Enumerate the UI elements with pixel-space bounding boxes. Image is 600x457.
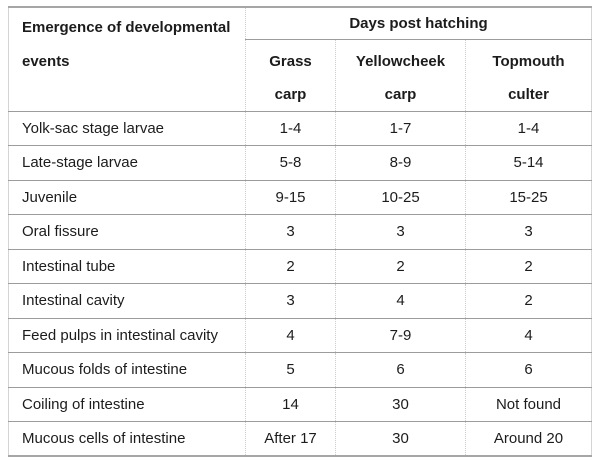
row-label: Intestinal cavity <box>8 283 246 318</box>
row-label: Late-stage larvae <box>8 145 246 180</box>
header-row-species: Grass carp Yellowcheek carp Topmouth cul… <box>9 39 592 111</box>
row-value: 2 <box>245 248 336 284</box>
row-value: 3 <box>245 283 336 318</box>
row-value: 5-14 <box>465 145 592 180</box>
row-value: 3 <box>465 214 592 249</box>
row-value: 3 <box>335 214 466 249</box>
table-row: Juvenile 9-15 10-25 15-25 <box>8 179 592 215</box>
row-value: 5-8 <box>245 145 336 180</box>
row-label: Coiling of intestine <box>8 386 246 422</box>
column-header-topmouth-culter: Topmouth culter <box>465 39 592 111</box>
row-value: 1-4 <box>245 110 336 146</box>
row-value: 30 <box>335 421 466 456</box>
row-value: 1-4 <box>465 110 592 146</box>
table-body: Yolk-sac stage larvae 1-4 1-7 1-4 Late-stage… <box>8 110 592 456</box>
row-value: 6 <box>335 352 466 387</box>
header-row-group: Emergence of developmental events Days p… <box>8 7 592 111</box>
column-header-yellowcheek-carp: Yellowcheek carp <box>335 39 466 111</box>
row-value: 5 <box>245 352 336 387</box>
table-row: Yolk-sac stage larvae 1-4 1-7 1-4 <box>8 110 592 146</box>
row-label: Oral fissure <box>8 214 246 249</box>
row-label: Yolk-sac stage larvae <box>8 110 246 146</box>
row-label: Intestinal tube <box>8 248 246 284</box>
row-label: Feed pulps in intestinal cavity <box>8 317 246 353</box>
row-value: 2 <box>335 248 466 284</box>
table-row: Mucous folds of intestine 5 6 6 <box>8 352 592 387</box>
row-value: 2 <box>465 283 592 318</box>
table-row: Coiling of intestine 14 30 Not found <box>8 386 592 422</box>
row-label: Mucous folds of intestine <box>8 352 246 387</box>
row-value: 8-9 <box>335 145 466 180</box>
row-label: Juvenile <box>8 179 246 215</box>
corner-header: Emergence of developmental events <box>8 7 246 111</box>
table-row: Oral fissure 3 3 3 <box>8 214 592 249</box>
row-label: Mucous cells of intestine <box>8 421 246 456</box>
table-row: Late-stage larvae 5-8 8-9 5-14 <box>8 145 592 180</box>
table-row: Intestinal cavity 3 4 2 <box>8 283 592 318</box>
row-value: 4 <box>245 317 336 353</box>
row-value: 7-9 <box>335 317 466 353</box>
row-value: 6 <box>465 352 592 387</box>
table-row: Intestinal tube 2 2 2 <box>8 248 592 284</box>
row-value: Not found <box>465 386 592 422</box>
row-value: 3 <box>245 214 336 249</box>
row-value: 2 <box>465 248 592 284</box>
row-value: 4 <box>335 283 466 318</box>
developmental-events-table: Emergence of developmental events Days p… <box>8 6 592 457</box>
row-value: 9-15 <box>245 179 336 215</box>
row-value: 4 <box>465 317 592 353</box>
row-value: 14 <box>245 386 336 422</box>
row-value: After 17 <box>245 421 336 456</box>
table-row: Feed pulps in intestinal cavity 4 7-9 4 <box>8 317 592 353</box>
table-header: Emergence of developmental events Days p… <box>8 7 592 111</box>
row-value: 1-7 <box>335 110 466 146</box>
group-header-days-post-hatching: Days post hatching <box>245 7 592 40</box>
table-row: Mucous cells of intestine After 17 30 Aroun… <box>8 421 592 456</box>
row-value: Around 20 <box>465 421 592 456</box>
row-value: 10-25 <box>335 179 466 215</box>
column-header-grass-carp: Grass carp <box>269 52 312 103</box>
row-value: 30 <box>335 386 466 422</box>
row-value: 15-25 <box>465 179 592 215</box>
